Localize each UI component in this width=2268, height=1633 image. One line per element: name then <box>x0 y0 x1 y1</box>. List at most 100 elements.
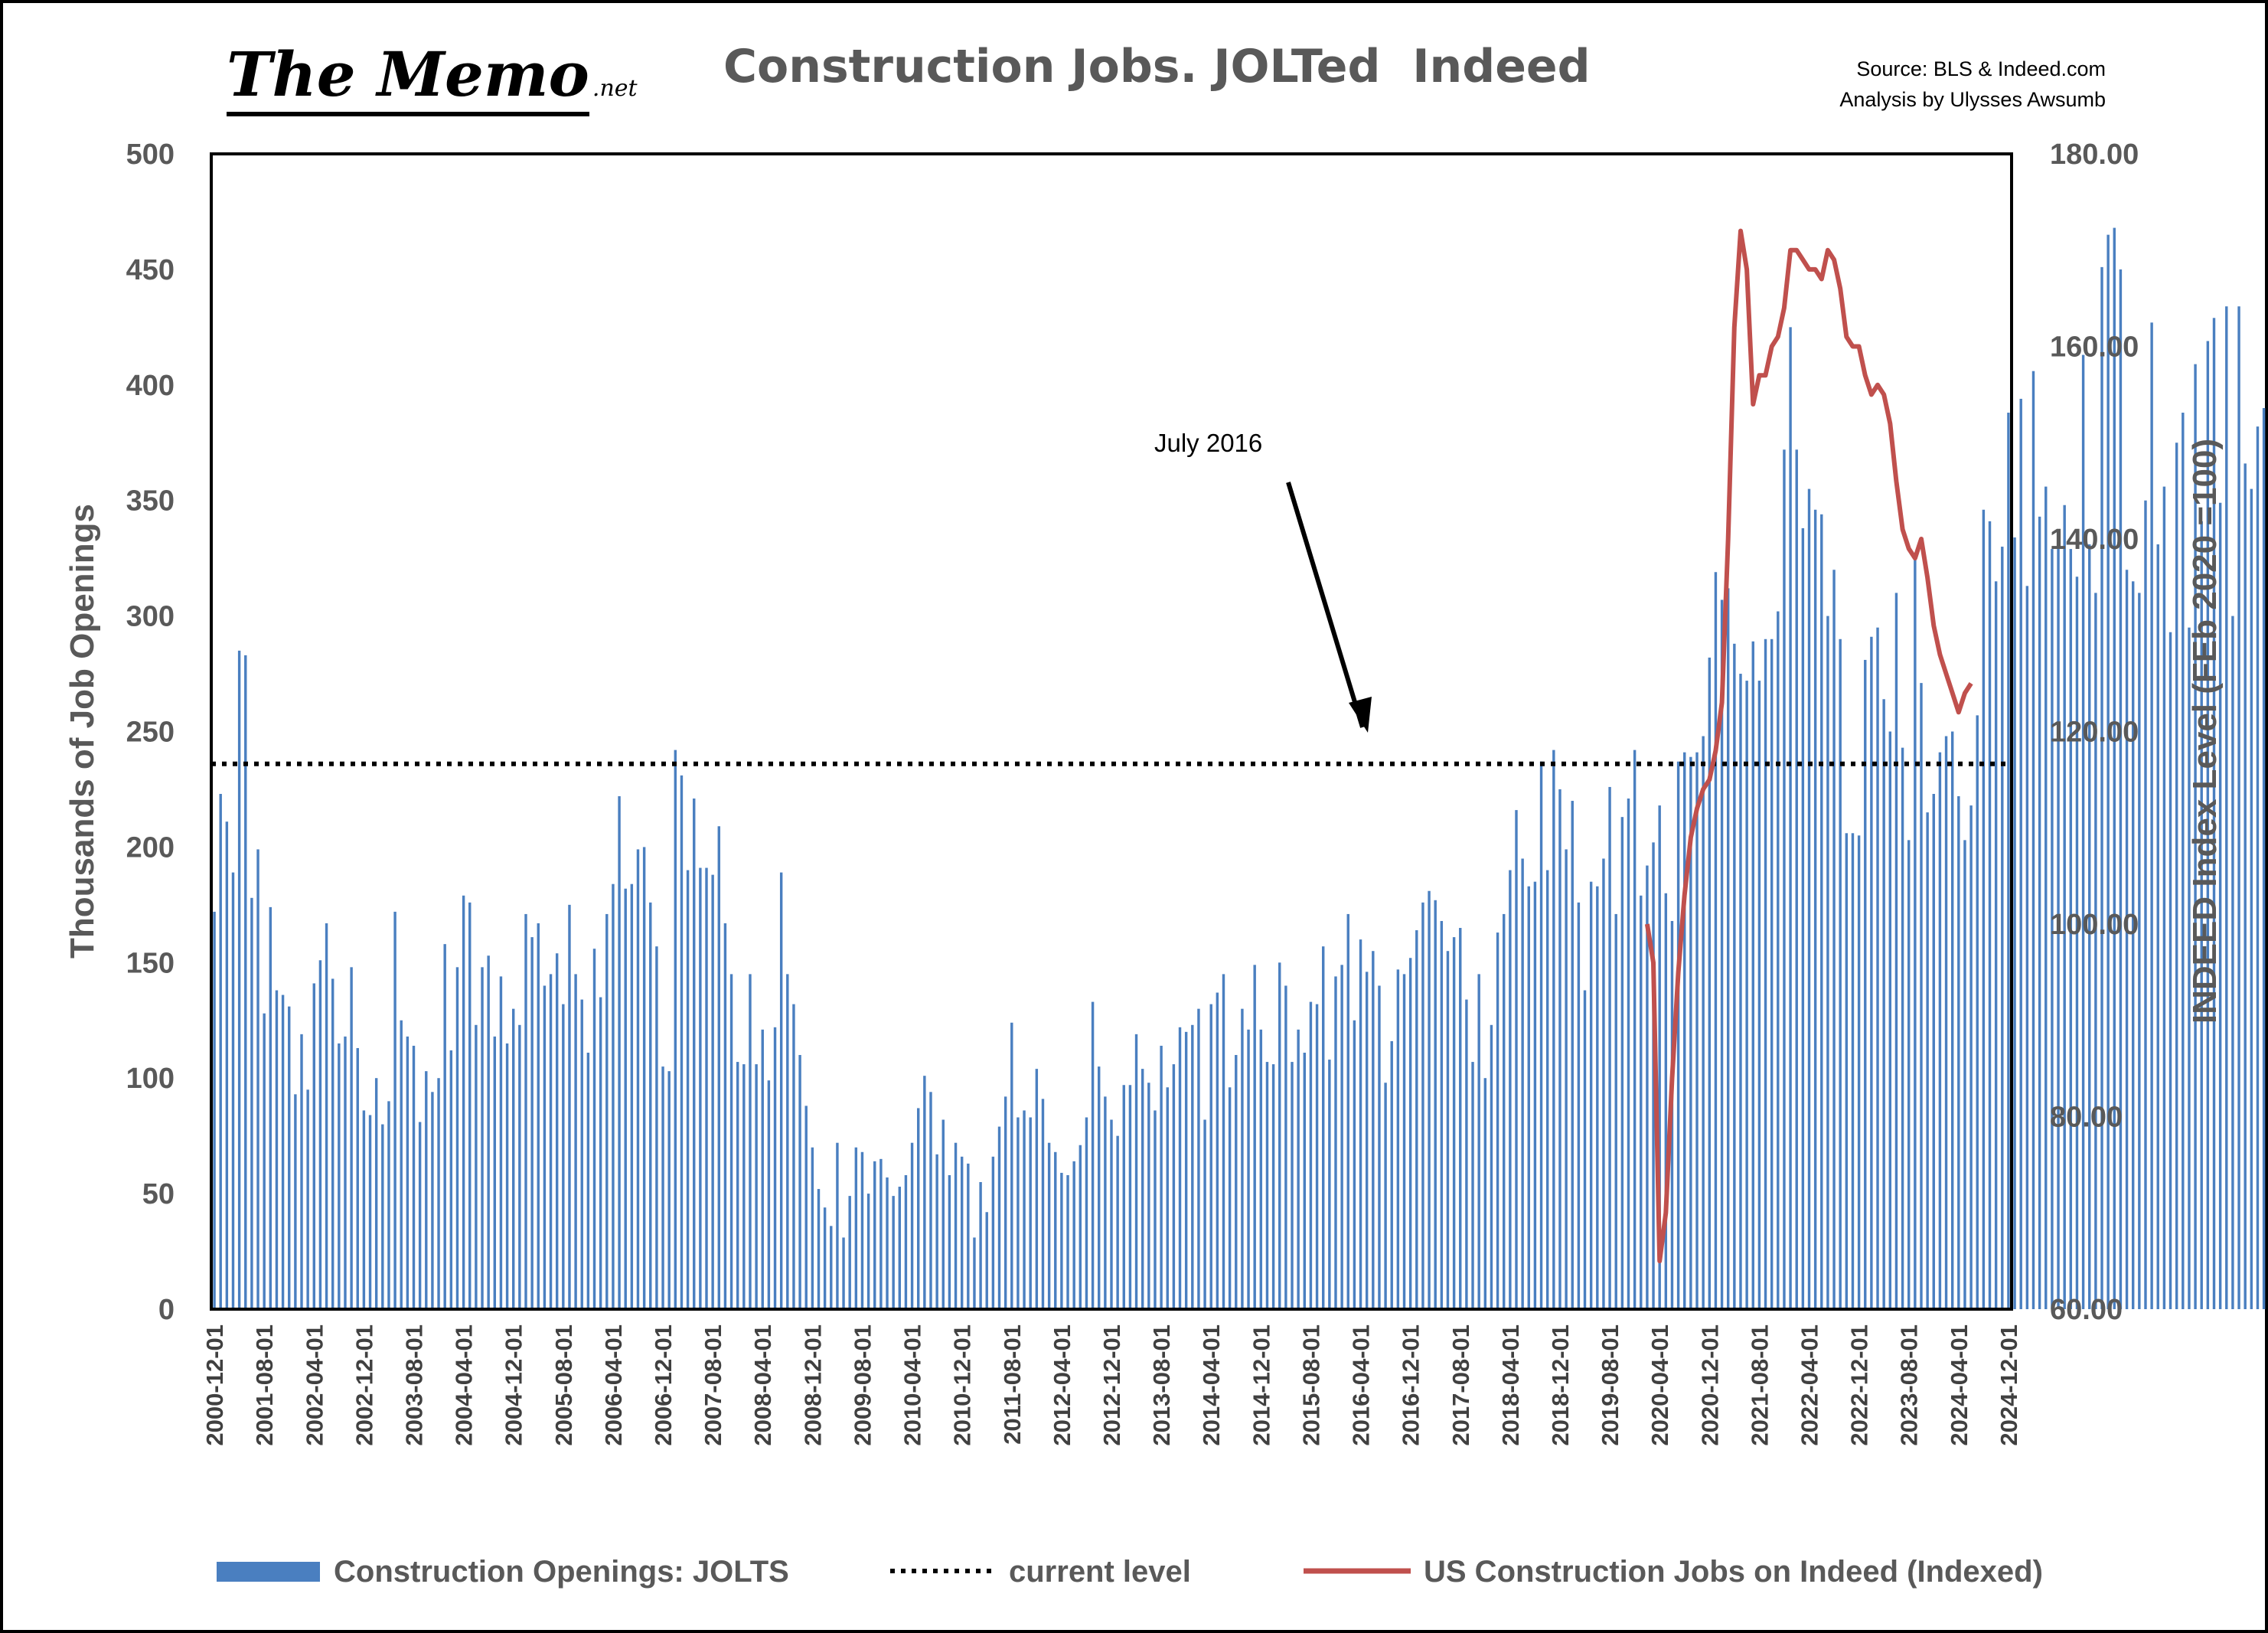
jolts-bar <box>1216 992 1219 1309</box>
jolts-bar <box>1676 761 1680 1309</box>
jolts-bar <box>1209 1004 1212 1309</box>
jolts-bar <box>1322 946 1325 1309</box>
jolts-bar <box>1446 951 1450 1309</box>
right-tick-label: 180.00 <box>2050 139 2139 171</box>
jolts-bar <box>2237 306 2240 1310</box>
jolts-bar <box>350 967 353 1309</box>
jolts-bar <box>1134 1034 1138 1309</box>
jolts-bar <box>368 1115 372 1309</box>
jolts-bar <box>1415 930 1418 1309</box>
jolts-bar <box>225 821 229 1309</box>
jolts-bar <box>449 1050 453 1309</box>
x-tick-label: 2002-04-01 <box>301 1324 328 1446</box>
jolts-bar <box>300 1034 303 1309</box>
jolts-bar <box>1527 886 1530 1309</box>
jolts-bar <box>2231 616 2234 1309</box>
jolts-bar <box>879 1158 883 1309</box>
jolts-bar <box>1147 1083 1150 1309</box>
jolts-bar <box>898 1187 902 1309</box>
x-tick-label: 2016-12-01 <box>1398 1324 1424 1446</box>
jolts-bar <box>599 997 602 1309</box>
jolts-bar <box>2156 544 2159 1309</box>
jolts-bar <box>1545 870 1549 1309</box>
jolts-bar <box>1060 1172 1063 1309</box>
jolts-bar <box>269 906 272 1309</box>
jolts-bar <box>848 1196 851 1309</box>
jolts-bar <box>941 1119 945 1309</box>
jolts-bar <box>1141 1069 1144 1309</box>
jolts-bar <box>400 1020 403 1309</box>
jolts-bar <box>418 1122 422 1309</box>
jolts-bar <box>1191 1024 1194 1309</box>
jolts-bar <box>1914 558 1917 1309</box>
jolts-bar <box>1421 902 1424 1309</box>
left-tick-label: 100 <box>126 1063 175 1095</box>
jolts-bar <box>804 1106 808 1309</box>
x-tick-label: 2013-08-01 <box>1148 1324 1175 1446</box>
jolts-bar <box>1496 932 1499 1309</box>
jolts-bar <box>1813 509 1817 1309</box>
jolts-bar <box>281 994 285 1309</box>
jolts-bar <box>773 1027 777 1309</box>
jolts-bar <box>2218 502 2222 1309</box>
jolts-bar <box>786 974 789 1309</box>
chart-title: Construction Jobs. JOLTed Indeed <box>723 40 1591 93</box>
left-tick-label: 50 <box>142 1178 175 1210</box>
jolts-bar <box>1926 812 1929 1309</box>
source-note: Source: BLS & Indeed.com Analysis by Uly… <box>1839 54 2106 115</box>
jolts-bar <box>1253 965 1256 1309</box>
annotation-arrow <box>1286 482 1365 728</box>
jolts-bar <box>219 793 222 1309</box>
jolts-bar <box>1920 683 1923 1309</box>
jolts-bar <box>892 1196 895 1309</box>
jolts-bar <box>792 1004 795 1309</box>
jolts-bar <box>2088 544 2091 1309</box>
jolts-bar <box>1565 849 1568 1309</box>
x-tick-label: 2003-08-01 <box>401 1324 428 1446</box>
jolts-bar <box>642 847 646 1309</box>
jolts-bar <box>866 1194 870 1309</box>
jolts-bar <box>574 974 577 1309</box>
jolts-bar <box>1154 1110 1157 1309</box>
x-tick-label: 2024-12-01 <box>1996 1324 2022 1446</box>
jolts-bar <box>1490 1024 1493 1309</box>
jolts-bar <box>693 799 696 1309</box>
jolts-bar <box>1826 616 1829 1309</box>
jolts-bar <box>331 978 334 1309</box>
jolts-bar <box>1683 752 1686 1309</box>
jolts-bar <box>2212 318 2216 1309</box>
jolts-bar <box>1695 752 1699 1309</box>
jolts-bar <box>2150 322 2153 1309</box>
jolts-bar <box>1783 449 1786 1309</box>
jolts-bar <box>605 913 609 1309</box>
jolts-bar <box>306 1089 309 1309</box>
jolts-bar <box>1284 985 1287 1309</box>
jolts-bar <box>1994 581 1998 1309</box>
jolts-bar <box>1346 913 1349 1309</box>
right-tick-label: 140.00 <box>2050 524 2139 556</box>
jolts-bar <box>749 974 752 1309</box>
jolts-bar <box>1390 1040 1393 1309</box>
jolts-bar <box>680 775 684 1309</box>
jolts-bar <box>256 849 259 1309</box>
jolts-bar <box>2144 500 2147 1310</box>
jolts-bar <box>1396 969 1400 1309</box>
x-tick-label: 2016-04-01 <box>1348 1324 1375 1446</box>
jolts-bar <box>493 1036 497 1309</box>
x-tick-label: 2002-12-01 <box>351 1324 377 1446</box>
jolts-bar <box>1402 974 1406 1309</box>
jolts-bar <box>1969 805 1973 1309</box>
jolts-bar <box>1789 327 1792 1310</box>
jolts-bar <box>1184 1031 1188 1309</box>
jolts-bar <box>1440 920 1444 1309</box>
jolts-bar <box>1614 913 1617 1309</box>
jolts-bar <box>2188 627 2191 1309</box>
jolts-bar <box>1857 835 1861 1309</box>
jolts-bar <box>817 1189 821 1309</box>
jolts-bar <box>761 1029 764 1309</box>
jolts-bar <box>1708 657 1711 1309</box>
jolts-bar <box>387 1101 390 1309</box>
jolts-bar <box>1957 796 1960 1309</box>
jolts-bar <box>1378 985 1381 1309</box>
jolts-bar <box>823 1207 827 1309</box>
